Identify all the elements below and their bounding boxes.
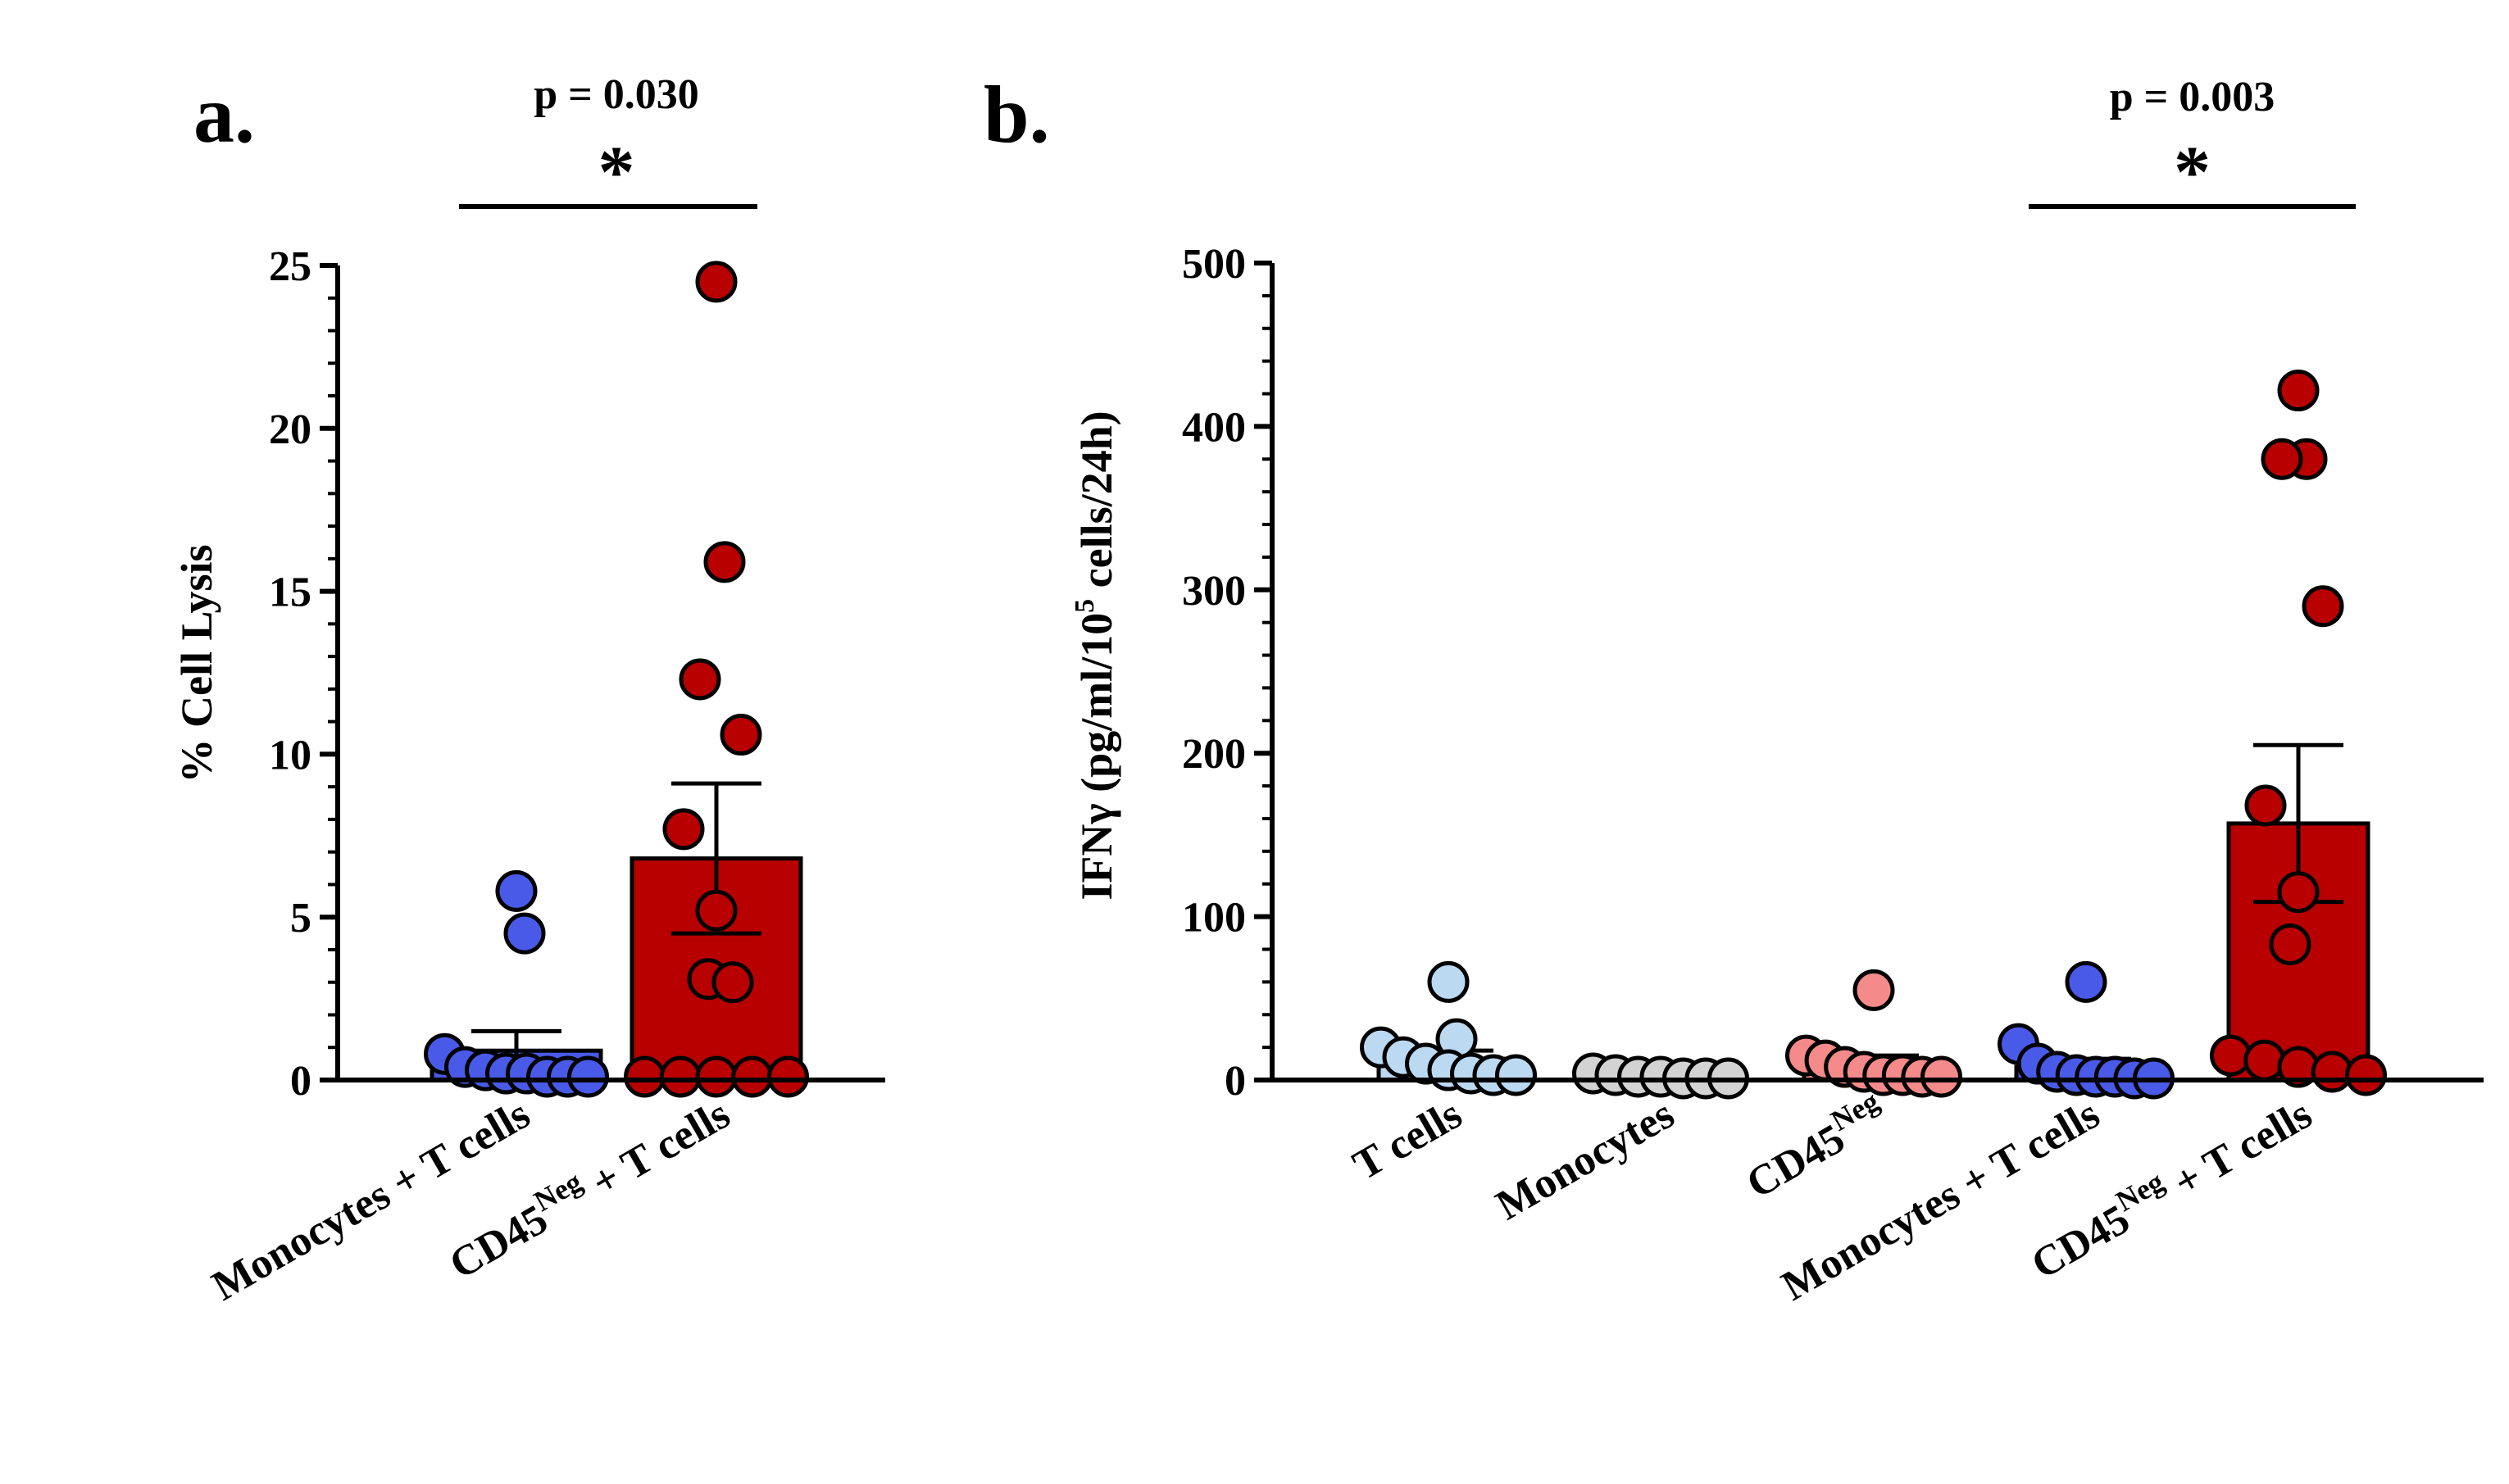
panel-b-point-4-7 [2210, 1034, 2252, 1077]
panel-b-y-tick-label-2: 200 [1182, 731, 1246, 778]
panel-a-point-1-9 [659, 1055, 702, 1098]
panel-b-point-0-0 [1427, 960, 1470, 1003]
panel-b-point-4-0 [2277, 370, 2320, 412]
panel-a-point-1-2 [679, 658, 721, 701]
panel-a-point-1-7 [711, 961, 754, 1004]
panel-b-point-3-0 [2065, 960, 2107, 1003]
panel-a-y-tick-label-5: 25 [269, 243, 311, 290]
panel-b-point-4-3 [2302, 585, 2344, 628]
panel-b-y-tick-label-4: 400 [1182, 404, 1246, 451]
panel-b-significance-star: * [2174, 132, 2211, 213]
panel-a-point-0-0 [495, 869, 538, 912]
panel-a-y-tick-label-0: 0 [290, 1058, 311, 1105]
panel-b-y-tick-label-0: 0 [1225, 1058, 1246, 1105]
panel-a-significance-star: * [598, 132, 635, 213]
panel-b-point-2-8 [1920, 1055, 1962, 1098]
panel-a-point-0-9 [567, 1055, 609, 1098]
panel-b-y-tick-label-3: 300 [1182, 568, 1246, 615]
panel-a-point-1-3 [720, 714, 762, 756]
panel-b-point-2-0 [1852, 969, 1895, 1011]
panel-a-y-axis-title: % Cell Lysis [172, 544, 221, 783]
panel-b-point-4-5 [2277, 871, 2320, 914]
panel-b-point-0-8 [1495, 1054, 1537, 1096]
panel-b-p-value: p = 0.003 [2110, 74, 2275, 120]
panel-b-category-label-1: Monocytes [1489, 1091, 1682, 1229]
panel-a-point-1-11 [731, 1055, 774, 1098]
panel-a-point-1-4 [662, 808, 705, 851]
panel-b-y-axis-title: IFNγ (pg/ml/105 cells/24h) [1070, 411, 1121, 900]
panel-b-letter: b. [984, 69, 1050, 160]
panel-b-point-4-6 [2269, 923, 2311, 965]
panel-b-category-label-2: CD45Neg [1735, 1084, 1895, 1208]
panel-a-y-axis-title-group: % Cell Lysis [172, 544, 221, 783]
panel-b-category-label-0: T cells [1345, 1091, 1470, 1189]
panel-b-point-4-11 [2345, 1054, 2387, 1096]
panel-a-y-tick-label-1: 5 [290, 895, 311, 942]
panel-b-point-4-8 [2243, 1039, 2286, 1082]
panel-a-chart: a. % Cell Lysis 0 5 10 15 20 25 Monocytes + T … [172, 69, 885, 1310]
panel-a-point-1-0 [695, 261, 738, 303]
panel-a-category-label-0: Monocytes + T cells [205, 1091, 538, 1310]
panel-a-point-1-1 [703, 541, 746, 583]
panel-a-point-1-5 [695, 889, 738, 932]
panel-b-y-tick-label-1: 100 [1182, 895, 1246, 942]
panel-a-y-tick-label-3: 15 [269, 570, 311, 616]
panel-b-chart: b. IFNγ (pg/ml/105 cells/24h) 0 100 200 300… [984, 69, 2484, 1310]
panel-a-letter: a. [193, 69, 255, 160]
panel-a-point-0-1 [503, 912, 546, 955]
panel-a-y-tick-label-2: 10 [269, 732, 311, 778]
panel-a-point-1-10 [695, 1055, 738, 1098]
panel-a-p-value: p = 0.030 [534, 71, 699, 118]
panel-b-point-4-4 [2244, 784, 2287, 827]
panel-a-point-1-8 [624, 1055, 666, 1098]
panel-a-y-tick-label-4: 20 [269, 406, 311, 453]
panel-a-point-1-12 [767, 1055, 809, 1098]
panel-b-point-4-2 [2261, 438, 2303, 480]
panel-b-y-axis-title-group: IFNγ (pg/ml/105 cells/24h) [1070, 411, 1121, 900]
panel-b-y-tick-label-5: 500 [1182, 241, 1246, 288]
